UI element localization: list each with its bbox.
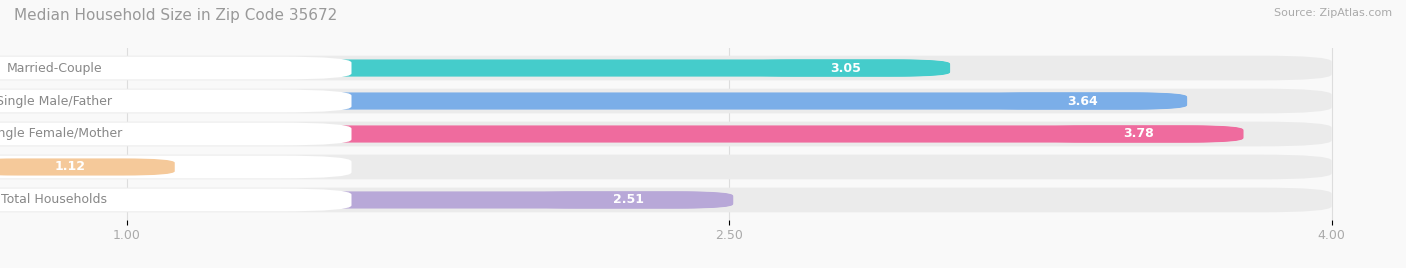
Text: Married-Couple: Married-Couple [7,62,103,75]
FancyBboxPatch shape [0,188,1331,212]
FancyBboxPatch shape [0,158,174,176]
FancyBboxPatch shape [0,59,950,77]
FancyBboxPatch shape [0,122,1331,146]
Text: Total Households: Total Households [1,193,107,206]
FancyBboxPatch shape [0,123,352,145]
FancyBboxPatch shape [0,156,352,178]
FancyBboxPatch shape [979,92,1187,110]
Text: 2.51: 2.51 [613,193,644,206]
Text: Median Household Size in Zip Code 35672: Median Household Size in Zip Code 35672 [14,8,337,23]
FancyBboxPatch shape [0,158,174,176]
FancyBboxPatch shape [524,191,733,209]
FancyBboxPatch shape [0,155,1331,179]
FancyBboxPatch shape [1035,125,1243,143]
FancyBboxPatch shape [0,125,1243,143]
FancyBboxPatch shape [0,56,1331,80]
Text: Single Male/Father: Single Male/Father [0,95,112,107]
FancyBboxPatch shape [0,92,1187,110]
Text: 3.05: 3.05 [830,62,860,75]
Text: 1.12: 1.12 [55,161,86,173]
Text: 3.78: 3.78 [1123,128,1154,140]
Text: Single Female/Mother: Single Female/Mother [0,128,122,140]
FancyBboxPatch shape [741,59,950,77]
FancyBboxPatch shape [0,189,352,211]
Text: Non-family: Non-family [20,161,89,173]
FancyBboxPatch shape [0,89,1331,113]
Text: 3.64: 3.64 [1067,95,1098,107]
FancyBboxPatch shape [0,90,352,112]
FancyBboxPatch shape [0,191,733,209]
FancyBboxPatch shape [0,57,352,79]
Text: Source: ZipAtlas.com: Source: ZipAtlas.com [1274,8,1392,18]
